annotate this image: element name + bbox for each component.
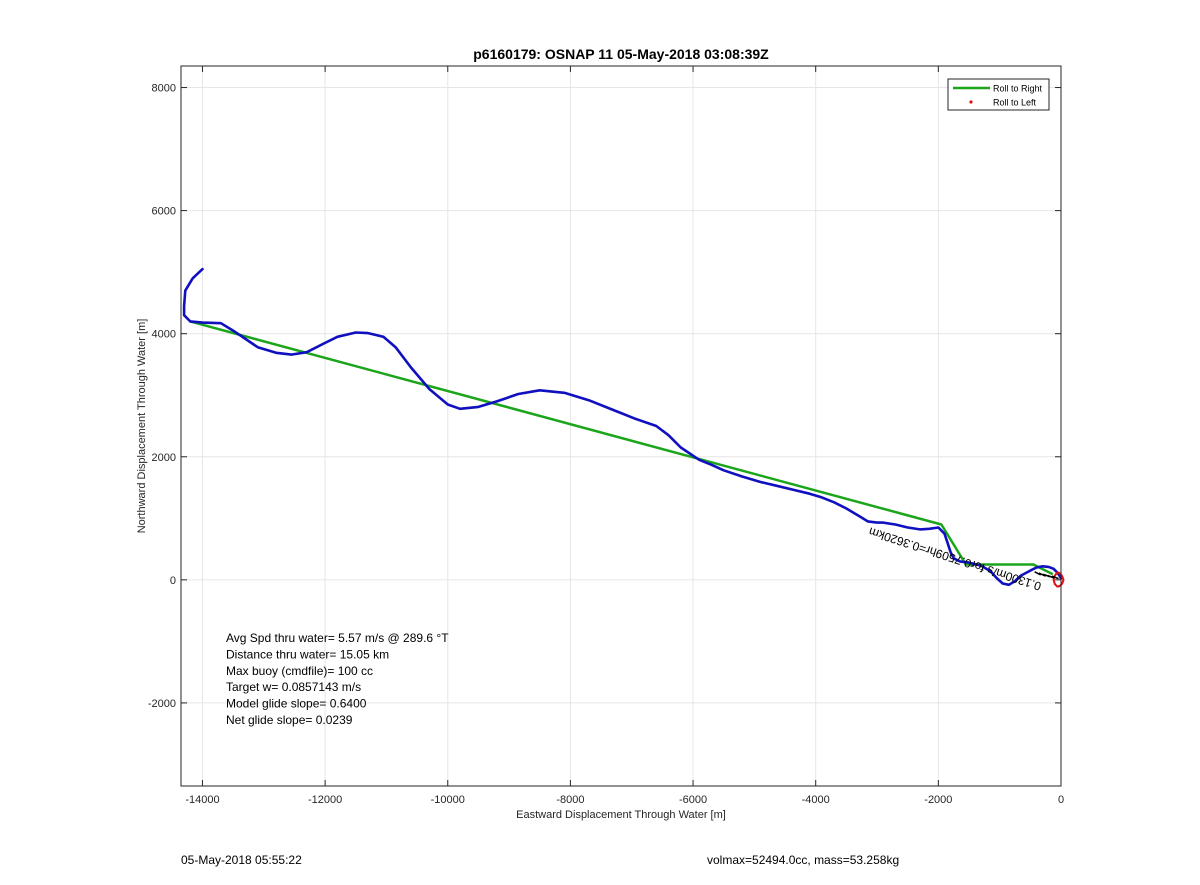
axes-frame	[180, 65, 1062, 787]
y-tick-label: 6000	[152, 206, 176, 218]
legend: Roll to Right Roll to Left	[947, 78, 1050, 111]
stats-line: Max buoy (cmdfile)= 100 cc	[226, 664, 373, 678]
y-tick-label: -2000	[148, 698, 176, 710]
current-vector	[1051, 575, 1059, 580]
y-tick-label: 2000	[152, 452, 176, 464]
legend-dot-swatch	[969, 100, 973, 104]
chart-title: p6160179: OSNAP 11 05-May-2018 03:08:39Z	[473, 46, 769, 62]
stats-annotation: Avg Spd thru water= 5.57 m/s @ 289.6 °T D…	[226, 631, 449, 727]
footer-timestamp: 05-May-2018 05:55:22	[181, 853, 302, 867]
glider-track	[182, 267, 1063, 587]
x-tick-label: -2000	[924, 794, 952, 806]
footer-summary: volmax=52494.0cc, mass=53.258kg	[707, 853, 900, 867]
x-tick-label: -6000	[679, 794, 707, 806]
y-tick-label: 0	[170, 575, 176, 587]
legend-box	[947, 78, 1050, 111]
legend-label: Roll to Right	[993, 84, 1043, 94]
legend-label: Roll to Left	[993, 98, 1037, 108]
stats-line: Avg Spd thru water= 5.57 m/s @ 289.6 °T	[226, 631, 449, 645]
axis-ticks: -14000 -12000 -10000 -8000 -6000 -4000 -2000 0 -…	[148, 66, 1064, 806]
stats-line: Model glide slope= 0.6400	[226, 697, 367, 711]
y-axis-label: Northward Displacement Through Water [m]	[136, 319, 148, 534]
stats-line: Target w= 0.0857143 m/s	[226, 680, 361, 694]
plot-area	[181, 66, 1061, 786]
x-tick-label: -8000	[556, 794, 584, 806]
x-axis-label: Eastward Displacement Through Water [m]	[516, 809, 726, 821]
tracks	[182, 267, 1065, 588]
current-vector	[1034, 571, 1042, 576]
y-tick-label: 8000	[152, 83, 176, 95]
x-tick-label: 0	[1058, 794, 1064, 806]
y-tick-label: 4000	[152, 329, 176, 341]
x-tick-label: -14000	[185, 794, 219, 806]
stats-line: Distance thru water= 15.05 km	[226, 647, 389, 661]
x-tick-label: -10000	[431, 794, 465, 806]
x-tick-label: -4000	[802, 794, 830, 806]
x-tick-label: -12000	[308, 794, 342, 806]
stats-line: Net glide slope= 0.0239	[226, 713, 353, 727]
current-vector	[1047, 574, 1055, 579]
